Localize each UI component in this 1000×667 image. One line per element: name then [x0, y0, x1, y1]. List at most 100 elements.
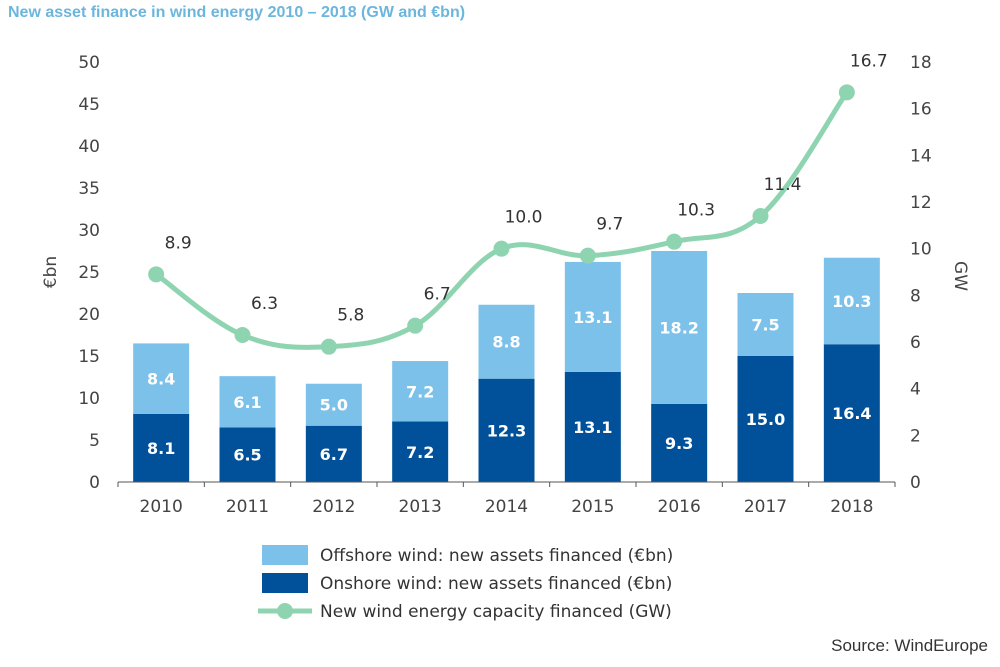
source-note: Source: WindEurope: [831, 636, 988, 655]
x-tick-label: 2017: [744, 497, 787, 517]
capacity-point: [666, 233, 683, 250]
x-tick-label: 2014: [485, 497, 528, 517]
y-tick-label: 25: [78, 263, 100, 283]
capacity-point: [320, 338, 337, 355]
bar-label-onshore: 13.1: [573, 418, 612, 437]
legend-swatch-point: [277, 603, 293, 619]
bar-label-offshore: 6.1: [233, 393, 261, 412]
bar-label-onshore: 6.7: [320, 445, 348, 464]
left-axis: 0 5 10 15 20 25 30 35 40 45 50 €bn: [41, 53, 100, 493]
x-tick-label: 2012: [312, 497, 355, 517]
capacity-point: [579, 247, 596, 264]
line-series: 8.9 6.3 5.8 6.7 10.0 9.7 10.3 11.4 16.7: [148, 51, 888, 355]
y2-tick-label: 12: [910, 193, 932, 213]
capacity-label: 5.8: [337, 306, 364, 326]
bar-label-onshore: 16.4: [832, 404, 871, 423]
bar-offshore: [564, 261, 621, 372]
bar-series: 8.1 8.4 6.5 6.1 6.7 5.0 7.2 7.2 12.3 8.8 13.1 13.1 9…: [133, 251, 880, 482]
bar-label-offshore: 7.5: [751, 316, 779, 335]
capacity-point: [752, 208, 769, 224]
capacity-point: [407, 317, 424, 334]
capacity-point: [234, 327, 251, 343]
bar-label-onshore: 9.3: [665, 434, 693, 453]
capacity-label: 11.4: [764, 175, 802, 195]
y-tick-label: 30: [78, 221, 100, 241]
y-axis-label: €bn: [41, 256, 61, 288]
y-tick-label: 5: [89, 431, 100, 451]
y2-tick-label: 8: [910, 286, 921, 306]
x-tick-label: 2011: [226, 497, 269, 517]
y2-tick-label: 10: [910, 240, 932, 260]
bar-label-offshore: 8.4: [147, 370, 175, 389]
bar-label-offshore: 5.0: [320, 396, 348, 415]
bar-label-offshore: 8.8: [492, 333, 520, 352]
bar-offshore: [392, 361, 449, 422]
y2-tick-label: 14: [910, 146, 932, 166]
y-tick-label: 40: [78, 137, 100, 157]
capacity-label: 8.9: [165, 233, 192, 253]
y-tick-label: 45: [78, 95, 100, 115]
bar-onshore: [219, 427, 276, 482]
bar-label-offshore: 10.3: [832, 292, 871, 311]
bar-onshore: [737, 356, 794, 482]
bar-offshore: [478, 304, 535, 379]
x-tick-label: 2018: [830, 497, 873, 517]
capacity-label: 6.3: [251, 294, 278, 314]
bar-onshore: [133, 413, 190, 482]
capacity-label: 10.3: [677, 201, 715, 221]
x-tick-label: 2016: [658, 497, 701, 517]
legend-label-capacity: New wind energy capacity financed (GW): [320, 602, 672, 622]
chart-title: New asset finance in wind energy 2010 – …: [8, 4, 466, 21]
bar-offshore: [133, 343, 190, 414]
y-tick-label: 15: [78, 347, 100, 367]
bar-label-onshore: 7.2: [406, 443, 434, 462]
bar-label-onshore: 6.5: [233, 446, 261, 465]
bar-offshore: [219, 376, 276, 428]
right-axis: 0 2 4 6 8 10 12 14 16 18 GW: [910, 53, 970, 493]
y2-tick-label: 0: [910, 473, 921, 493]
bar-label-offshore: 7.2: [406, 382, 434, 401]
bar-label-onshore: 15.0: [746, 410, 785, 429]
bar-label-offshore: 18.2: [659, 318, 698, 337]
legend-label-onshore: Onshore wind: new assets financed (€bn): [320, 574, 672, 594]
y2-tick-label: 6: [910, 333, 921, 353]
bar-onshore: [392, 421, 449, 482]
capacity-label: 16.7: [850, 51, 888, 71]
bar-onshore: [305, 425, 362, 482]
bar-offshore: [305, 383, 362, 426]
bar-label-onshore: 8.1: [147, 439, 175, 458]
bar-onshore: [478, 378, 535, 482]
x-axis: 2010 2011 2012 2013 2014 2015 2016 2017 2018: [117, 481, 896, 517]
y2-tick-label: 2: [910, 426, 921, 446]
legend-swatch-offshore: [262, 545, 308, 565]
legend-swatch-onshore: [262, 573, 308, 593]
bar-offshore: [737, 293, 794, 356]
bar-onshore: [564, 371, 621, 482]
legend-label-offshore: Offshore wind: new assets financed (€bn): [320, 546, 673, 566]
y-tick-label: 35: [78, 179, 100, 199]
bar-offshore: [823, 257, 880, 345]
bar-onshore: [823, 344, 880, 482]
legend: Offshore wind: new assets financed (€bn)…: [258, 545, 673, 622]
x-tick-label: 2015: [571, 497, 614, 517]
capacity-label: 9.7: [596, 215, 623, 235]
y2-axis-label: GW: [950, 261, 970, 291]
y-tick-label: 0: [89, 473, 100, 493]
bar-label-offshore: 13.1: [573, 308, 612, 327]
capacity-point: [838, 84, 855, 101]
capacity-label: 10.0: [505, 208, 543, 228]
x-tick-label: 2013: [399, 497, 442, 517]
y2-tick-label: 4: [910, 380, 921, 400]
bar-offshore: [651, 251, 708, 404]
capacity-point: [493, 240, 510, 257]
capacity-point: [148, 266, 165, 283]
y2-tick-label: 18: [910, 53, 932, 73]
y-tick-label: 10: [78, 389, 100, 409]
bar-label-onshore: 12.3: [487, 421, 526, 440]
y2-tick-label: 16: [910, 100, 932, 120]
y-tick-label: 50: [78, 53, 100, 73]
bar-onshore: [651, 403, 708, 482]
x-tick-label: 2010: [140, 497, 183, 517]
capacity-label: 6.7: [424, 285, 451, 305]
